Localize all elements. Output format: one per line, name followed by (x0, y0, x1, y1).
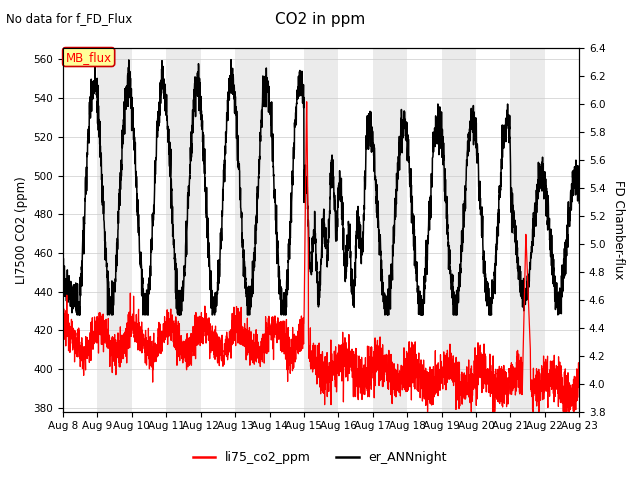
Bar (304, 48, 339, 412)
Text: MB_flux: MB_flux (66, 50, 112, 63)
Bar (235, 48, 269, 412)
Bar (510, 48, 545, 412)
Y-axis label: FD Chamber-flux: FD Chamber-flux (612, 180, 625, 279)
Legend: li75_co2_ppm, er_ANNnight: li75_co2_ppm, er_ANNnight (188, 446, 452, 469)
Bar (97, 48, 132, 412)
Bar (579, 48, 614, 412)
Bar (372, 48, 407, 412)
Y-axis label: LI7500 CO2 (ppm): LI7500 CO2 (ppm) (15, 176, 28, 284)
Bar (442, 48, 476, 412)
Bar (166, 48, 201, 412)
Text: CO2 in ppm: CO2 in ppm (275, 12, 365, 27)
Text: No data for f_FD_Flux: No data for f_FD_Flux (6, 12, 132, 25)
